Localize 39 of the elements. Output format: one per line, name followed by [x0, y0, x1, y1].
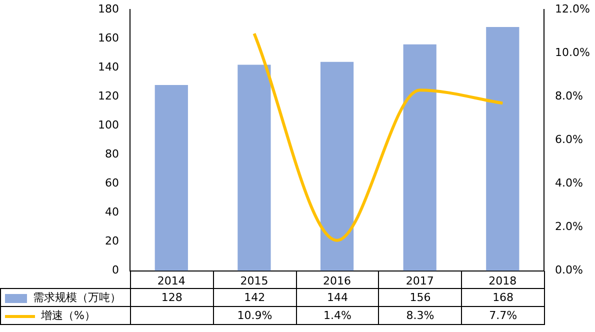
- x-tick-label: 2018: [488, 274, 517, 288]
- y2-tick-label: 2.0%: [555, 220, 584, 234]
- data-label: 144: [296, 288, 379, 307]
- legend-label: 需求规模（万吨）: [33, 291, 121, 304]
- legend-label: 增速（%）: [41, 309, 96, 322]
- bar: [238, 64, 271, 271]
- y-tick-label: 40: [104, 206, 119, 219]
- data-label: 128: [130, 288, 214, 307]
- y-tick-label: 60: [104, 176, 119, 190]
- y-tick-label: 180: [98, 2, 119, 16]
- y2-tick-label: 6.0%: [555, 133, 584, 146]
- data-label: 7.7%: [462, 306, 544, 325]
- y-tick-label: 0: [112, 264, 119, 277]
- y-tick-label: 20: [104, 234, 119, 248]
- y-tick-label: 100: [98, 118, 119, 132]
- y2-tick-label: 4.0%: [555, 176, 584, 190]
- data-label: 168: [462, 288, 544, 307]
- x-tick-label: 2014: [157, 274, 186, 288]
- x-tick-label: 2015: [240, 274, 268, 288]
- data-label: 156: [378, 288, 462, 307]
- bar: [403, 44, 436, 271]
- data-label: 142: [213, 288, 296, 307]
- y-tick-label: 80: [104, 148, 119, 161]
- data-label: 10.9%: [213, 306, 296, 325]
- bar: [154, 85, 188, 271]
- y2-tick-label: 0.0%: [555, 264, 584, 277]
- bar: [486, 27, 520, 271]
- line-series: [252, 32, 504, 242]
- y-tick-label: 140: [98, 60, 119, 74]
- y2-tick-label: 10.0%: [555, 46, 590, 59]
- data-label: 8.3%: [378, 306, 462, 325]
- data-label: 1.4%: [296, 306, 379, 325]
- bar: [320, 62, 354, 271]
- x-tick-label: 2017: [406, 274, 434, 288]
- y-tick-label: 120: [98, 90, 119, 103]
- y2-tick-label: 12.0%: [555, 2, 590, 16]
- y-tick-label: 160: [98, 31, 119, 44]
- x-tick-label: 2016: [323, 274, 352, 288]
- y2-tick-label: 8.0%: [555, 90, 584, 103]
